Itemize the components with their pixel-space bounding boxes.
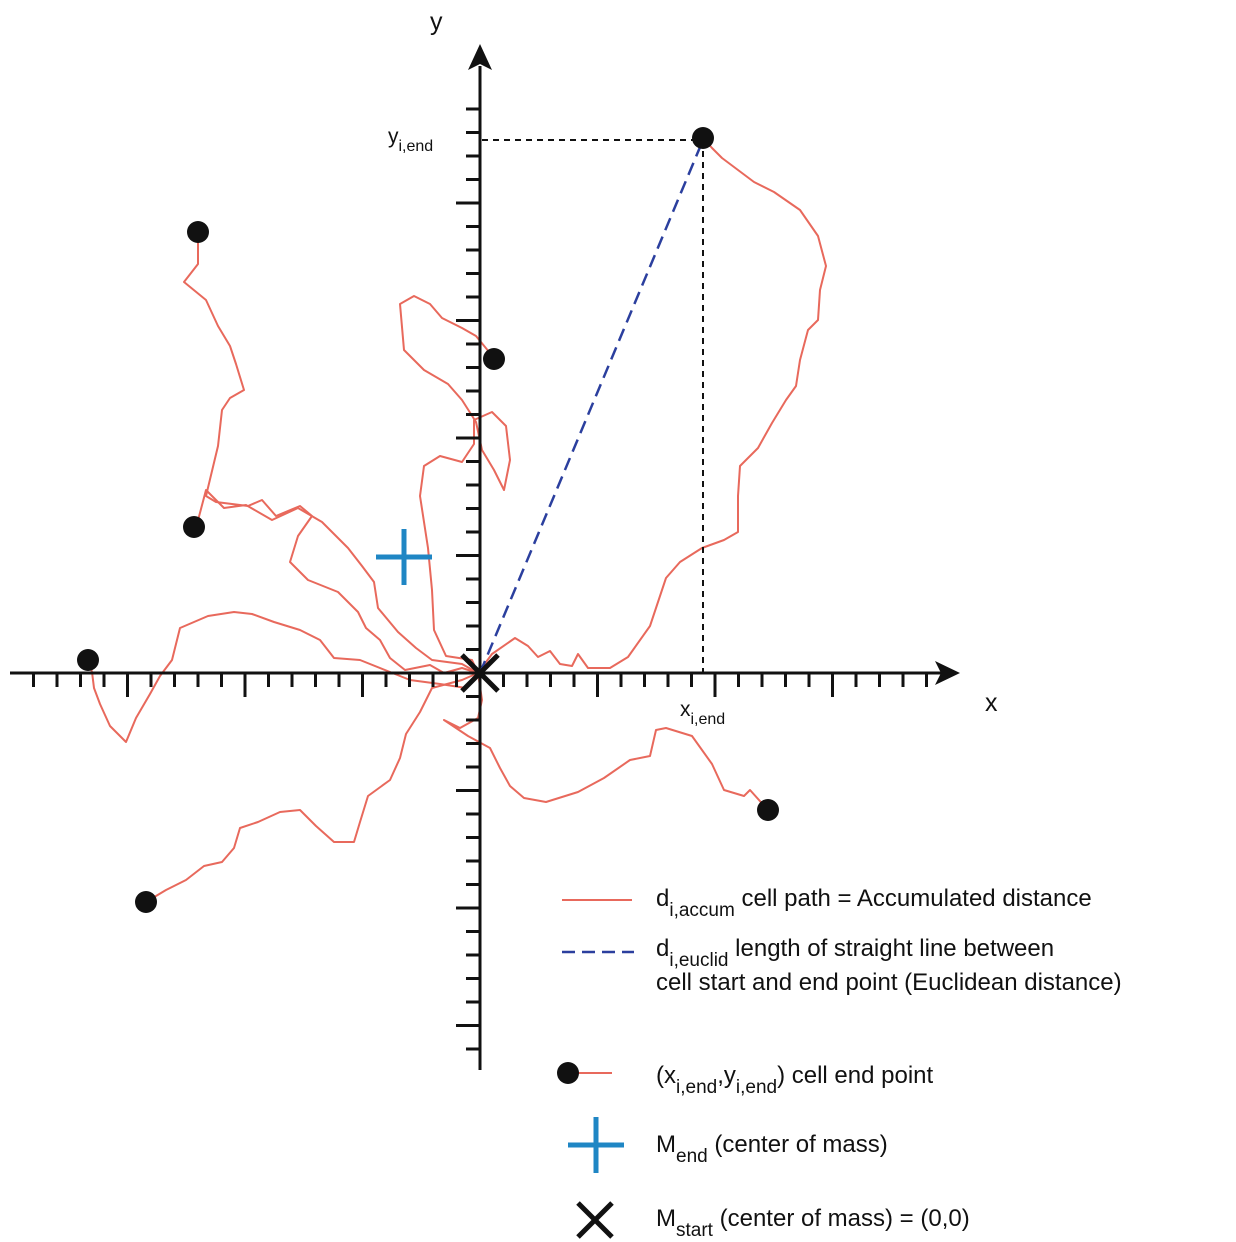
end-point-mid-left xyxy=(183,516,205,538)
legend-m-start-text: Mstart (center of mass) = (0,0) xyxy=(656,1205,970,1241)
center-of-mass-start xyxy=(460,653,500,693)
x-axis-arrowhead xyxy=(935,661,960,685)
legend-endpoint-text: (xi,end,yi,end) cell end point xyxy=(656,1062,934,1098)
legend: di,accum cell path = Accumulated distanc… xyxy=(557,885,1122,1241)
legend-m-end-text: Mend (center of mass) xyxy=(656,1131,888,1167)
legend-path-text: di,accum cell path = Accumulated distanc… xyxy=(656,885,1092,921)
legend-euclid-text: di,euclid length of straight line betwee… xyxy=(656,935,1054,971)
projection-guides xyxy=(482,139,704,672)
x-cross-icon xyxy=(576,1201,614,1239)
end-point-top-left xyxy=(187,221,209,243)
y-end-label: yi,end xyxy=(388,125,433,155)
y-axis-arrowhead xyxy=(468,44,492,70)
x-axis-label: x xyxy=(985,689,998,717)
end-point-lower-left xyxy=(135,891,157,913)
y-axis-label: y xyxy=(430,8,443,36)
cell-path-lower-right xyxy=(443,672,769,811)
filled-circle-icon xyxy=(557,1062,579,1084)
euclidean-distance-line xyxy=(478,139,705,674)
end-point-upper-center xyxy=(483,348,505,370)
legend-euclid-text-line2: cell start and end point (Euclidean dist… xyxy=(656,969,1122,996)
end-point-top-right xyxy=(692,127,714,149)
end-point-far-left xyxy=(77,649,99,671)
cell-path-upper-right xyxy=(477,137,827,674)
cell-path-mid-left xyxy=(195,489,479,674)
x-end-label: xi,end xyxy=(680,698,725,728)
cell-path-left xyxy=(87,611,479,743)
end-point-lower-right xyxy=(757,799,779,821)
plus-icon xyxy=(568,1117,624,1173)
cell-end-points xyxy=(77,127,779,913)
cell-path-upper-left xyxy=(183,232,479,674)
center-of-mass-end xyxy=(376,529,432,585)
y-axis-ticks xyxy=(456,107,480,1051)
x-axis-ticks xyxy=(32,673,928,697)
cell-path-lower-left xyxy=(145,672,479,903)
